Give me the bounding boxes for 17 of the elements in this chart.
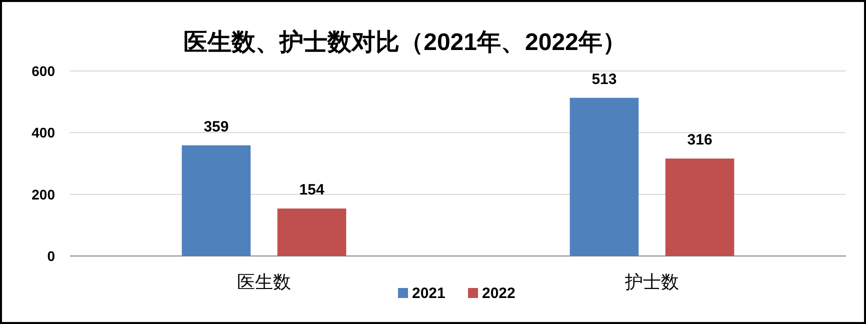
bar bbox=[665, 158, 734, 256]
data-label: 513 bbox=[592, 70, 617, 88]
chart-title: 医生数、护士数对比（2021年、2022年） bbox=[184, 29, 626, 56]
x-tick-label: 护士数 bbox=[624, 272, 679, 292]
y-tick-label: 0 bbox=[47, 248, 56, 264]
data-label: 359 bbox=[204, 118, 229, 136]
x-tick-label: 医生数 bbox=[237, 272, 291, 292]
y-tick-label: 600 bbox=[32, 63, 56, 79]
y-tick-label: 400 bbox=[32, 124, 56, 141]
data-label: 154 bbox=[299, 182, 325, 199]
bar bbox=[277, 208, 346, 256]
bar bbox=[570, 98, 639, 256]
legend-label: 2022 bbox=[482, 285, 516, 302]
data-label: 316 bbox=[687, 132, 712, 149]
legend-label: 2021 bbox=[412, 285, 446, 302]
bar bbox=[182, 145, 251, 256]
y-tick-label: 200 bbox=[32, 186, 56, 202]
